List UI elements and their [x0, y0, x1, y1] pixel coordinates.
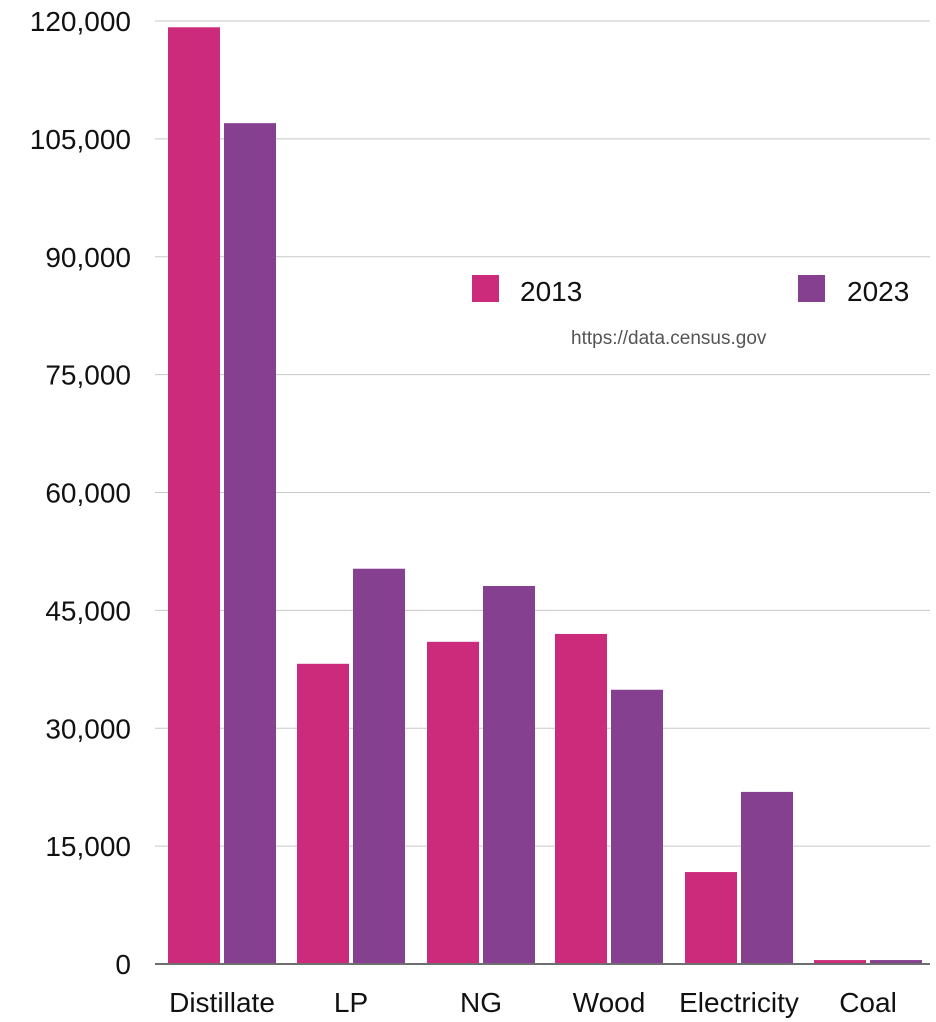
bar-lp-2023 [353, 568, 405, 964]
x-tick-label: NG [460, 987, 502, 1018]
bar-coal-2013 [814, 960, 866, 964]
legend-label-2013: 2013 [520, 276, 582, 307]
x-tick-label: LP [334, 987, 368, 1018]
y-tick-label: 45,000 [45, 595, 131, 626]
x-tick-label: Electricity [679, 987, 799, 1018]
legend: 2013 2023 [472, 275, 909, 307]
bar-wood-2013 [555, 633, 607, 964]
y-tick-label: 60,000 [45, 478, 131, 509]
y-axis-ticks: 0 15,000 30,000 45,000 60,000 75,000 90,000 105… [30, 6, 131, 980]
y-tick-label: 15,000 [45, 831, 131, 862]
legend-swatch-2023 [798, 275, 825, 302]
y-tick-label: 0 [115, 949, 131, 980]
bar-distillate-2013 [168, 27, 220, 964]
y-tick-label: 120,000 [30, 6, 131, 37]
bar-electricity-2013 [685, 872, 737, 964]
bar-coal-2023 [870, 960, 922, 964]
legend-label-2023: 2023 [847, 276, 909, 307]
x-tick-label: Coal [839, 987, 897, 1018]
y-tick-label: 30,000 [45, 713, 131, 744]
bar-electricity-2023 [741, 791, 793, 964]
y-tick-label: 105,000 [30, 124, 131, 155]
bar-ng-2023 [483, 586, 535, 964]
gridlines [155, 20, 930, 847]
legend-swatch-2013 [472, 275, 499, 302]
bar-lp-2013 [297, 663, 349, 964]
bar-distillate-2023 [224, 123, 276, 965]
x-tick-label: Distillate [169, 987, 275, 1018]
source-annotation: https://data.census.gov [571, 328, 767, 349]
bar-wood-2023 [611, 689, 663, 964]
bar-ng-2013 [427, 641, 479, 964]
x-axis-labels: Distillate LP NG Wood Electricity Coal [169, 987, 897, 1018]
y-tick-label: 90,000 [45, 242, 131, 273]
bars [168, 27, 922, 965]
y-tick-label: 75,000 [45, 360, 131, 391]
x-tick-label: Wood [573, 987, 646, 1018]
